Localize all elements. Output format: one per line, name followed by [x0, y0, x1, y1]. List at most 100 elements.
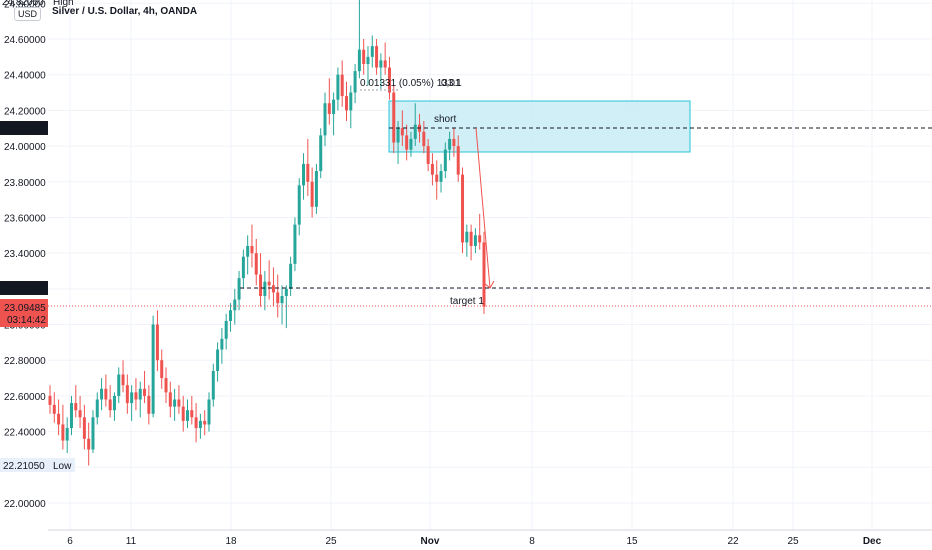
candle-body	[297, 185, 301, 225]
candle-body	[426, 146, 430, 164]
candle	[349, 85, 353, 129]
candle-body	[465, 231, 469, 243]
candle	[117, 367, 121, 404]
candle-body	[151, 324, 155, 414]
candle	[203, 410, 207, 436]
candle-body	[52, 404, 56, 414]
candle	[164, 367, 168, 404]
candle	[375, 39, 379, 75]
candle	[370, 35, 374, 68]
candle	[461, 167, 465, 254]
candle-body	[289, 263, 293, 289]
measure-label: 0.01331 (0.05%) 133.1	[360, 78, 462, 89]
x-tick-label: 18	[225, 536, 237, 547]
candle-body	[293, 224, 297, 264]
low-label: Low	[53, 461, 72, 472]
candle-body	[443, 149, 447, 172]
candle-body	[65, 428, 69, 441]
candle-body	[370, 46, 374, 57]
projection-arrow[interactable]	[475, 127, 491, 289]
candle	[465, 224, 469, 257]
candle-body	[456, 146, 460, 175]
currency-badge[interactable]: USD	[14, 7, 42, 21]
y-tick-label: 24.60000	[4, 35, 46, 46]
candle	[259, 253, 263, 307]
low-value: 22.21050	[3, 461, 45, 472]
candle-body	[181, 406, 185, 421]
candle-body	[271, 285, 275, 293]
short-zone-box[interactable]	[388, 100, 691, 153]
candle	[439, 163, 443, 193]
candle-body	[74, 403, 78, 411]
candle-body	[198, 420, 202, 429]
candle	[121, 360, 125, 393]
candle	[263, 271, 267, 311]
y-tick-label: 24.80000	[4, 0, 46, 10]
candle	[340, 60, 344, 107]
candle-body	[482, 242, 486, 307]
candle	[78, 395, 82, 429]
candle	[220, 328, 224, 364]
candle	[48, 385, 52, 414]
candle-body	[48, 395, 52, 405]
candle-body	[155, 324, 159, 361]
candle-body	[168, 392, 172, 407]
short-label: short	[434, 114, 456, 125]
candle-body	[400, 128, 404, 136]
candle-body	[319, 135, 323, 172]
candle-body	[461, 174, 465, 243]
candle	[112, 392, 116, 421]
candle-body	[87, 438, 91, 450]
candle	[293, 217, 297, 271]
measure-extra-label: 0,01	[441, 78, 461, 89]
candle	[151, 315, 155, 418]
candle-body	[91, 417, 95, 450]
candle-body	[439, 171, 443, 182]
x-tick-label: 25	[325, 536, 337, 547]
y-axis: 22.0000022.2000022.4000022.6000022.80000…	[4, 0, 46, 510]
candle	[469, 224, 473, 261]
candle	[147, 385, 151, 425]
candle-body	[383, 60, 387, 68]
candle-body	[57, 413, 61, 425]
candle	[250, 224, 254, 268]
high-tag: 24.82050 High	[2, 0, 74, 8]
candle	[65, 417, 69, 454]
candle-body	[396, 128, 400, 143]
candle-body	[310, 181, 314, 207]
candle	[143, 370, 147, 404]
y-tick-label: 23.40000	[4, 249, 46, 260]
x-tick-label: Dec	[863, 536, 882, 547]
candle-body	[448, 138, 452, 150]
y-tick-label: 24.00000	[4, 142, 46, 153]
candle	[336, 67, 340, 111]
candle-body	[138, 388, 142, 400]
candle-body	[78, 410, 82, 418]
candles	[48, 0, 486, 466]
candle-body	[259, 274, 263, 296]
candle	[61, 404, 65, 450]
grid	[48, 0, 932, 530]
candle	[74, 385, 78, 418]
candle	[297, 178, 301, 236]
candle	[177, 385, 181, 414]
candle-body	[95, 399, 99, 418]
candle-body	[469, 231, 473, 247]
candle-body	[276, 292, 280, 304]
candle	[310, 167, 314, 218]
countdown-value: 03:14:42	[7, 315, 46, 326]
candle	[426, 138, 430, 172]
candle-body	[69, 403, 73, 429]
candle-body	[237, 278, 241, 300]
candle-body	[160, 360, 164, 379]
candle-body	[263, 281, 267, 296]
candle	[190, 395, 194, 425]
candle-body	[134, 392, 138, 400]
chart-title: Silver / U.S. Dollar, 4h, OANDA	[52, 6, 198, 17]
y-tick-label: 23.80000	[4, 178, 46, 189]
candle	[280, 285, 284, 325]
candle	[323, 92, 327, 147]
x-tick-label: 8	[529, 536, 535, 547]
candle	[448, 131, 452, 161]
